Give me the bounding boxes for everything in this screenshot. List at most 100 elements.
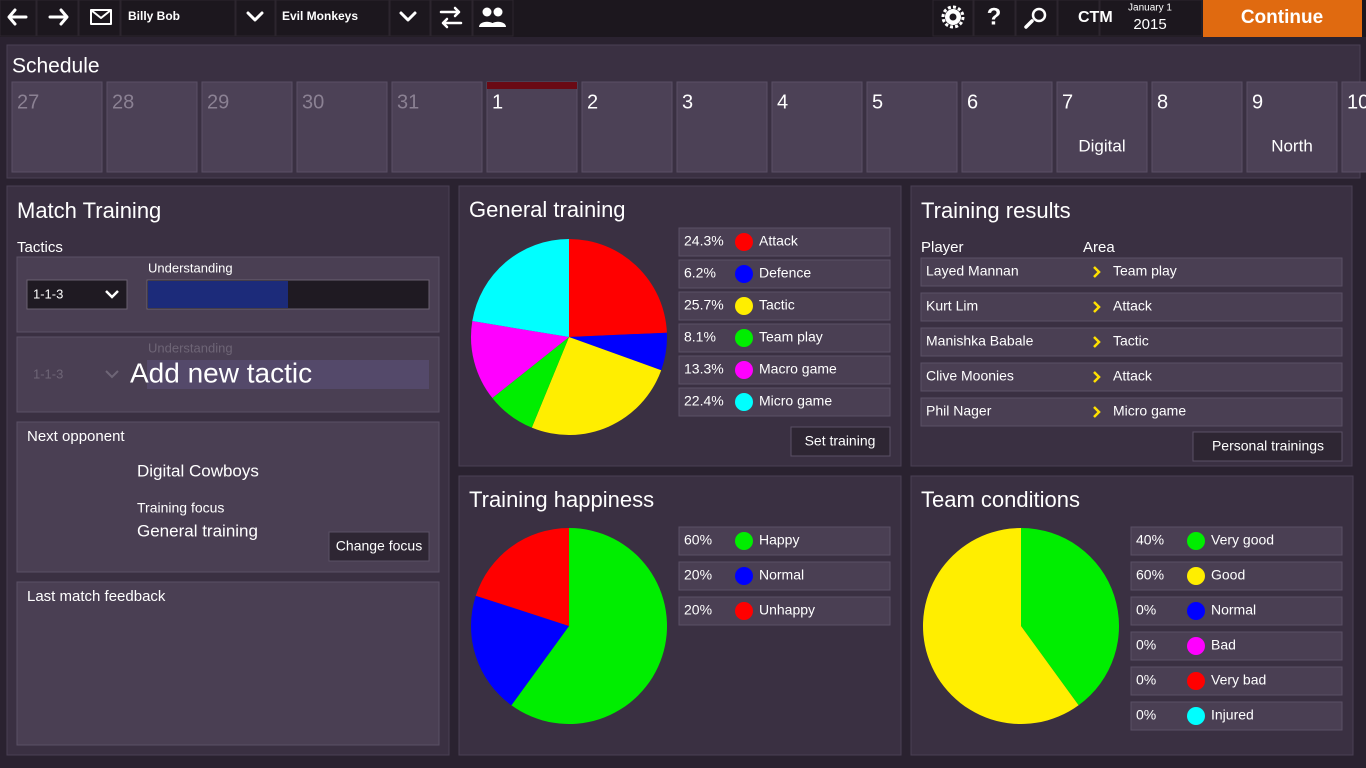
- toolbar-button[interactable]: [472, 0, 514, 37]
- value-label: 22.4%: [684, 393, 724, 409]
- area-name: Attack: [1113, 298, 1153, 314]
- value-label: 0%: [1136, 707, 1156, 723]
- column-header: Area: [1083, 239, 1115, 256]
- area-name: Attack: [1113, 368, 1153, 384]
- panel-title: Match Training: [17, 198, 161, 223]
- player-name: Phil Nager: [926, 403, 992, 419]
- dropdown-icon: [105, 370, 119, 379]
- set-training-button[interactable]: [790, 426, 891, 457]
- toolbar-button[interactable]: [932, 0, 974, 37]
- day-cell[interactable]: [106, 81, 198, 173]
- day-number: 9: [1252, 91, 1263, 113]
- day-cell[interactable]: [866, 81, 958, 173]
- today-marker: [487, 82, 577, 89]
- day-cell[interactable]: [201, 81, 293, 173]
- understanding-label: Understanding: [148, 340, 233, 355]
- back-icon[interactable]: [7, 8, 28, 26]
- change-focus-button[interactable]: [328, 531, 430, 562]
- chevron-icon: [1093, 406, 1101, 418]
- search-icon: [1031, 7, 1047, 23]
- chart-title: General training: [469, 197, 626, 222]
- toolbar-button[interactable]: [1057, 0, 1100, 37]
- column-header: Player: [921, 239, 964, 256]
- day-number: 29: [207, 91, 229, 113]
- day-number: 4: [777, 91, 788, 113]
- day-number: 7: [1062, 91, 1073, 113]
- toolbar-button[interactable]: [120, 0, 236, 37]
- toolbar-button[interactable]: [973, 0, 1016, 37]
- legend-row: [678, 561, 891, 591]
- settings-icon: [949, 13, 957, 21]
- team-abbreviation: CTM: [1078, 9, 1113, 26]
- day-cell[interactable]: [676, 81, 768, 173]
- search-icon[interactable]: [1024, 19, 1034, 29]
- swap-icon[interactable]: [439, 6, 463, 29]
- area-name: Tactic: [1113, 333, 1149, 349]
- personal-trainings-button[interactable]: [1192, 431, 1343, 462]
- day-number: 10: [1347, 91, 1366, 113]
- chevron-icon: [1093, 301, 1101, 313]
- people-icon[interactable]: [479, 21, 506, 27]
- legend-label: Defence: [759, 265, 811, 281]
- pie-slice: [1021, 528, 1119, 706]
- player-name: Manishka Babale: [926, 333, 1034, 349]
- area-name: Micro game: [1113, 403, 1186, 419]
- day-cell[interactable]: [1246, 81, 1338, 173]
- player-name: Kurt Lim: [926, 298, 978, 314]
- manager-name: Billy Bob: [128, 9, 180, 23]
- toolbar-button[interactable]: [78, 0, 121, 37]
- toolbar-button[interactable]: [0, 0, 37, 37]
- formation-value: 1-1-3: [33, 366, 63, 381]
- day-cell[interactable]: [296, 81, 388, 173]
- value-label: 25.7%: [684, 297, 724, 313]
- dropdown-icon[interactable]: [246, 11, 264, 22]
- day-event: Digital: [1078, 136, 1125, 155]
- day-cell[interactable]: [391, 81, 483, 173]
- day-cell[interactable]: [11, 81, 103, 173]
- toolbar-button[interactable]: [275, 0, 390, 37]
- day-number: 31: [397, 91, 419, 113]
- forward-icon[interactable]: [48, 8, 69, 26]
- legend-label: Tactic: [759, 297, 795, 313]
- pie-slice: [569, 239, 667, 337]
- result-row: [920, 292, 1343, 322]
- continue-button[interactable]: [1203, 0, 1362, 37]
- dropdown-icon[interactable]: [399, 11, 417, 22]
- legend-swatch: [1187, 602, 1205, 620]
- legend-swatch: [1187, 567, 1205, 585]
- legend-row: [1130, 561, 1343, 591]
- toolbar-button[interactable]: [1015, 0, 1058, 37]
- day-cell[interactable]: [581, 81, 673, 173]
- settings-icon: [941, 5, 965, 29]
- feedback-box: [16, 581, 440, 746]
- day-number: 3: [682, 91, 693, 113]
- legend-swatch: [735, 567, 753, 585]
- legend-row: [678, 259, 891, 289]
- day-cell[interactable]: [486, 81, 578, 173]
- chevron-icon: [1093, 266, 1101, 278]
- day-cell[interactable]: [961, 81, 1053, 173]
- toolbar-button[interactable]: [36, 0, 79, 37]
- toolbar-button[interactable]: [235, 0, 276, 37]
- chevron-icon: [1093, 371, 1101, 383]
- legend-label: Normal: [1211, 602, 1256, 618]
- dropdown-icon: [105, 290, 119, 299]
- value-label: 20%: [684, 567, 712, 583]
- pie-slice: [569, 332, 667, 371]
- people-icon[interactable]: [482, 7, 492, 17]
- day-cell[interactable]: [1056, 81, 1148, 173]
- day-cell[interactable]: [1341, 81, 1366, 173]
- day-number: 5: [872, 91, 883, 113]
- toolbar-button[interactable]: [430, 0, 473, 37]
- day-cell[interactable]: [771, 81, 863, 173]
- people-icon[interactable]: [493, 7, 503, 17]
- day-cell[interactable]: [1151, 81, 1243, 173]
- chart-title: Training happiness: [469, 487, 654, 512]
- legend-label: Very bad: [1211, 672, 1266, 688]
- button-label: Personal trainings: [1212, 438, 1324, 454]
- mail-icon[interactable]: [90, 9, 112, 25]
- toolbar-button[interactable]: [1099, 0, 1203, 37]
- toolbar-button[interactable]: [389, 0, 431, 37]
- help-icon[interactable]: ?: [987, 3, 1002, 30]
